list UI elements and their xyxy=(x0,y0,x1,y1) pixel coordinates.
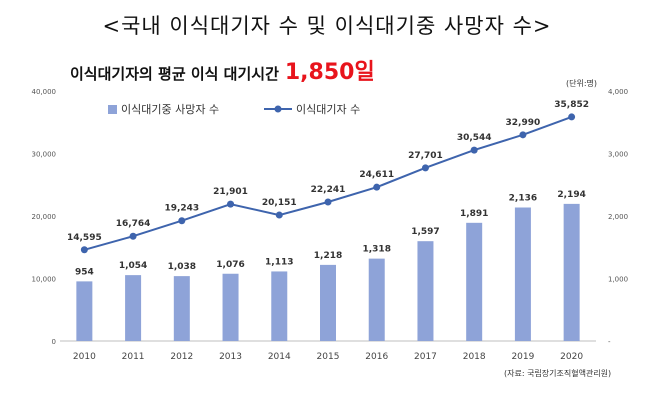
left-tick-label: 30,000 xyxy=(32,151,57,159)
bar-deaths xyxy=(173,276,190,341)
x-tick-label: 2012 xyxy=(170,352,193,362)
x-tick-label: 2011 xyxy=(122,352,145,362)
right-tick-label: 1,000 xyxy=(608,276,628,284)
subtitle-text: 이식대기자의 평균 이식 대기시간 xyxy=(70,65,279,83)
right-tick-label: 2,000 xyxy=(608,213,628,221)
bar-deaths xyxy=(563,203,580,341)
legend-swatch-marker xyxy=(274,105,282,113)
unit-label: (단위:명) xyxy=(566,79,598,88)
line-point xyxy=(275,211,283,219)
line-value-label: 27,701 xyxy=(408,151,443,161)
bar-value-label: 954 xyxy=(75,267,94,277)
line-point xyxy=(373,183,381,191)
bar-value-label: 1,054 xyxy=(119,261,147,271)
bar-value-label: 1,113 xyxy=(265,257,293,267)
bar-value-label: 1,318 xyxy=(362,245,390,255)
bar-deaths xyxy=(514,207,531,341)
line-value-label: 19,243 xyxy=(164,204,199,214)
line-value-label: 16,764 xyxy=(116,219,151,229)
legend-label-line: 이식대기자 수 xyxy=(296,103,360,116)
bar-value-label: 2,194 xyxy=(557,190,585,200)
x-tick-label: 2016 xyxy=(365,352,388,362)
bar-deaths xyxy=(417,241,434,341)
line-value-label: 32,990 xyxy=(506,118,541,128)
bar-value-label: 1,038 xyxy=(168,262,196,272)
line-point xyxy=(80,246,88,254)
left-tick-label: 10,000 xyxy=(32,276,57,284)
right-tick-label: 3,000 xyxy=(608,151,628,159)
bar-deaths xyxy=(466,222,483,341)
bar-value-label: 1,076 xyxy=(216,260,244,270)
left-tick-label: 20,000 xyxy=(32,213,57,221)
line-point xyxy=(324,198,332,206)
line-value-label: 20,151 xyxy=(262,198,297,208)
line-value-label: 24,611 xyxy=(359,170,394,180)
x-tick-label: 2015 xyxy=(317,352,340,362)
line-waitlist xyxy=(84,115,572,251)
line-point xyxy=(421,164,429,172)
x-tick-label: 2010 xyxy=(73,352,96,362)
x-tick-label: 2019 xyxy=(511,352,534,362)
line-value-label: 21,901 xyxy=(213,187,248,197)
x-tick-label: 2020 xyxy=(560,352,583,362)
line-value-label: 14,595 xyxy=(67,233,102,243)
line-point xyxy=(178,217,186,225)
bar-deaths xyxy=(271,271,288,341)
line-value-label: 35,852 xyxy=(554,100,589,110)
line-point xyxy=(227,200,235,208)
bar-value-label: 1,891 xyxy=(460,209,488,219)
legend-swatch-bar xyxy=(108,105,117,114)
bar-deaths xyxy=(320,264,336,341)
x-tick-label: 2014 xyxy=(268,352,291,362)
bar-deaths xyxy=(368,258,385,341)
bar-deaths xyxy=(76,281,93,341)
line-point xyxy=(470,146,478,154)
bar-deaths xyxy=(222,273,239,341)
line-value-label: 30,544 xyxy=(457,133,492,143)
x-tick-label: 2017 xyxy=(414,352,437,362)
chart-subtitle: 이식대기자의 평균 이식 대기시간 1,850일 xyxy=(70,54,375,86)
left-tick-label: 0 xyxy=(52,338,56,346)
bar-deaths xyxy=(125,275,142,341)
line-value-label: 22,241 xyxy=(311,185,346,195)
line-point xyxy=(519,131,527,139)
line-point xyxy=(568,113,576,121)
x-tick-label: 2018 xyxy=(463,352,486,362)
right-tick-label: - xyxy=(608,338,611,346)
bar-value-label: 1,218 xyxy=(314,251,342,261)
chart-title: <국내 이식대기자 수 및 이식대기중 사망자 수> xyxy=(102,14,552,38)
x-tick-label: 2013 xyxy=(219,352,242,362)
source-note: (자료: 국립장기조직혈액관리원) xyxy=(504,369,612,378)
bar-value-label: 1,597 xyxy=(411,227,439,237)
bar-value-label: 2,136 xyxy=(509,194,537,204)
right-tick-label: 4,000 xyxy=(608,88,628,96)
subtitle-highlight: 1,850일 xyxy=(284,60,375,85)
legend-label-bar: 이식대기중 사망자 수 xyxy=(121,103,219,116)
left-tick-label: 40,000 xyxy=(32,88,57,96)
line-point xyxy=(129,232,137,240)
